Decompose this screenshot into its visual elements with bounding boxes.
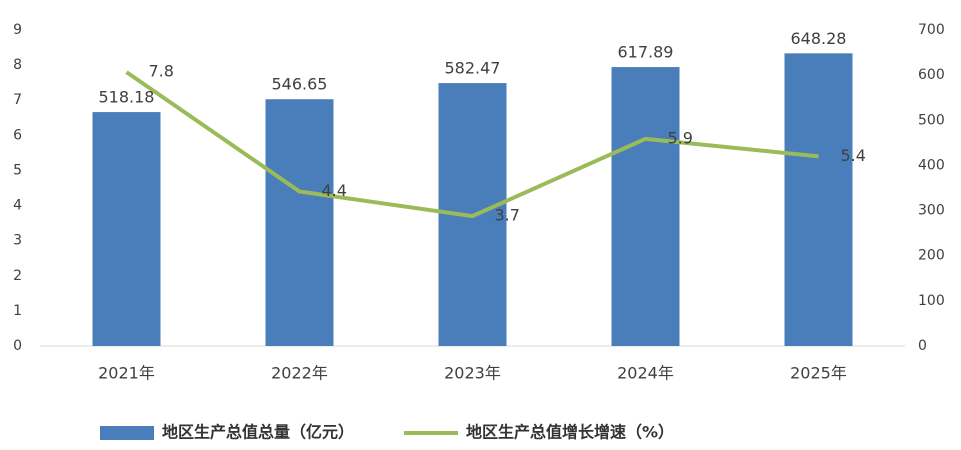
y-tick-label: 3 bbox=[13, 233, 22, 249]
bar-value-label: 582.47 bbox=[445, 59, 501, 78]
line-value-label: 5.4 bbox=[841, 146, 866, 165]
bar-value-label: 518.18 bbox=[99, 88, 155, 107]
y-tick-label: 9 bbox=[13, 22, 22, 38]
line bbox=[125, 70, 819, 219]
bar bbox=[265, 99, 334, 347]
line-value-label: 4.4 bbox=[322, 181, 347, 200]
x-tick-label: 2023年 bbox=[444, 364, 501, 383]
y-tick-label: 8 bbox=[13, 57, 22, 73]
legend-label: 地区生产总值总量（亿元） bbox=[162, 423, 354, 442]
line-value-label: 3.7 bbox=[495, 206, 520, 225]
x-tick-label: 2021年 bbox=[98, 364, 155, 383]
y2-tick-label: 500 bbox=[918, 112, 945, 128]
bar-value-label: 648.28 bbox=[791, 29, 847, 48]
y-tick-label: 4 bbox=[13, 198, 22, 214]
x-tick-label: 2025年 bbox=[790, 364, 847, 383]
y-tick-label: 5 bbox=[13, 162, 22, 178]
bar bbox=[784, 53, 853, 346]
y2-tick-label: 300 bbox=[918, 203, 945, 219]
bar-value-label: 617.89 bbox=[618, 43, 674, 62]
y-tick-label: 1 bbox=[13, 303, 22, 319]
bar bbox=[611, 67, 680, 346]
legend-label: 地区生产总值增长增速（%） bbox=[466, 423, 674, 442]
y-tick-label: 0 bbox=[13, 338, 22, 354]
bar bbox=[92, 112, 161, 347]
y2-tick-label: 100 bbox=[918, 293, 945, 309]
y-tick-label: 6 bbox=[13, 127, 22, 143]
y2-tick-label: 700 bbox=[918, 22, 945, 38]
y-tick-label: 2 bbox=[13, 268, 22, 284]
bar-value-label: 546.65 bbox=[272, 75, 328, 94]
y-tick-label: 7 bbox=[13, 92, 22, 108]
x-tick-label: 2024年 bbox=[617, 364, 674, 383]
y2-tick-label: 600 bbox=[918, 67, 945, 83]
line-value-label: 5.9 bbox=[668, 128, 693, 147]
legend-swatch bbox=[100, 426, 154, 440]
y2-tick-label: 400 bbox=[918, 157, 945, 173]
x-tick-label: 2022年 bbox=[271, 364, 328, 383]
line-value-label: 7.8 bbox=[149, 62, 174, 81]
y2-tick-label: 0 bbox=[918, 338, 927, 354]
y2-tick-label: 200 bbox=[918, 248, 945, 264]
